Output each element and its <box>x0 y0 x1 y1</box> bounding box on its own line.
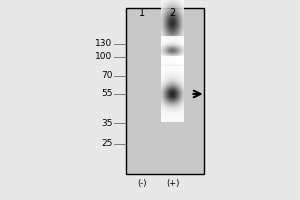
Text: 55: 55 <box>101 90 112 98</box>
Text: (+): (+) <box>166 179 179 188</box>
Text: 130: 130 <box>95 40 112 48</box>
Text: 2: 2 <box>169 8 175 18</box>
Bar <box>126 8 204 174</box>
Text: (-): (-) <box>138 179 147 188</box>
Text: 100: 100 <box>95 52 112 61</box>
Text: 1: 1 <box>140 8 146 18</box>
Text: 25: 25 <box>101 140 112 148</box>
Text: 70: 70 <box>101 72 112 80</box>
Text: 35: 35 <box>101 118 112 128</box>
